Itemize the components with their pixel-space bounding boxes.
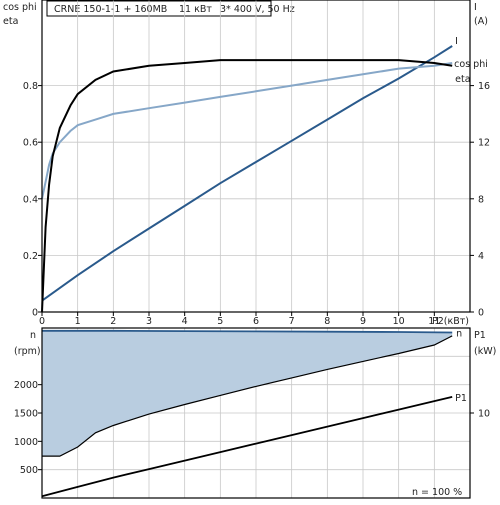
x-tick-label: 9 [360,316,366,327]
right-tick-label: 12 [478,138,490,149]
x-tick-label: 4 [182,316,188,327]
x-tick-label: 7 [289,316,295,327]
top-series [41,45,453,313]
axis-ticks: 0 1 2 3 4 5 6 7 8 9 10 110 00.2 40.4 80.6 120.8 16500100… [14,81,490,476]
right-tick-label: 4 [478,251,484,262]
bottom-series [41,329,453,498]
title-model: CRNE 150-1-1 + 160MB [54,4,167,15]
series-eta-line [41,59,453,313]
x-tick-label: 1 [75,316,81,327]
top-left-axis-label-2: eta [3,16,18,27]
left-tick-label: 0.4 [23,194,38,205]
speed-annotation: n = 100 % [412,487,462,498]
x-tick-label: 6 [253,316,259,327]
bottom-left-axis-label-2: (rpm) [14,346,41,357]
series-n-lower-line [42,335,453,457]
bottom-left-tick-label: 1500 [14,409,38,420]
title-supply: 3* 400 V, 50 Hz [220,4,295,15]
left-tick-label: 0 [32,308,38,319]
bottom-left-tick-label: 500 [20,465,38,476]
bottom-right-axis-label-1: P1 [474,330,486,341]
x-tick-label: 3 [146,316,152,327]
top-plot-frame [41,0,471,313]
left-tick-label: 0.6 [23,138,38,149]
bottom-right-axis-label-2: (kW) [474,346,496,357]
label-I: I [455,36,458,47]
left-tick-label: 0.8 [23,81,38,92]
speed-range-fill [42,330,453,457]
bottom-left-tick-label: 1000 [14,437,38,448]
x-tick-label: 0 [39,316,45,327]
label-cos-phi: cos phi [454,59,488,70]
series-P1-line [41,396,453,498]
top-left-axis-label-1: cos phi [3,2,37,13]
x-tick-label: 10 [393,316,405,327]
x-axis-label: P2(кВт) [432,316,469,327]
label-P1: P1 [455,393,467,404]
right-tick-label: 16 [478,81,490,92]
title-box [46,0,272,17]
series-I-line [41,45,453,302]
bottom-left-axis-label-1: n [30,330,36,341]
label-n: n [456,329,462,340]
series-n-line [42,329,453,334]
x-tick-label: 2 [110,316,116,327]
bottom-left-tick-label: 2000 [14,380,38,391]
top-right-axis-label-2: (A) [474,16,488,27]
left-tick-label: 0.2 [23,251,38,262]
top-right-axis-label-1: I [474,2,477,13]
right-tick-label: 8 [478,194,484,205]
right-tick-label: 0 [478,308,484,319]
x-tick-label: 8 [324,316,330,327]
bottom-plot-frame [41,327,471,499]
bottom-fill-area [42,330,453,457]
x-tick-label: 5 [217,316,223,327]
x-tick-label: 11 [428,316,440,327]
bottom-right-tick-label: 10 [478,409,490,420]
title-power: 11 кВт [179,4,212,15]
top-grid [41,0,470,313]
label-eta: eta [455,74,470,85]
